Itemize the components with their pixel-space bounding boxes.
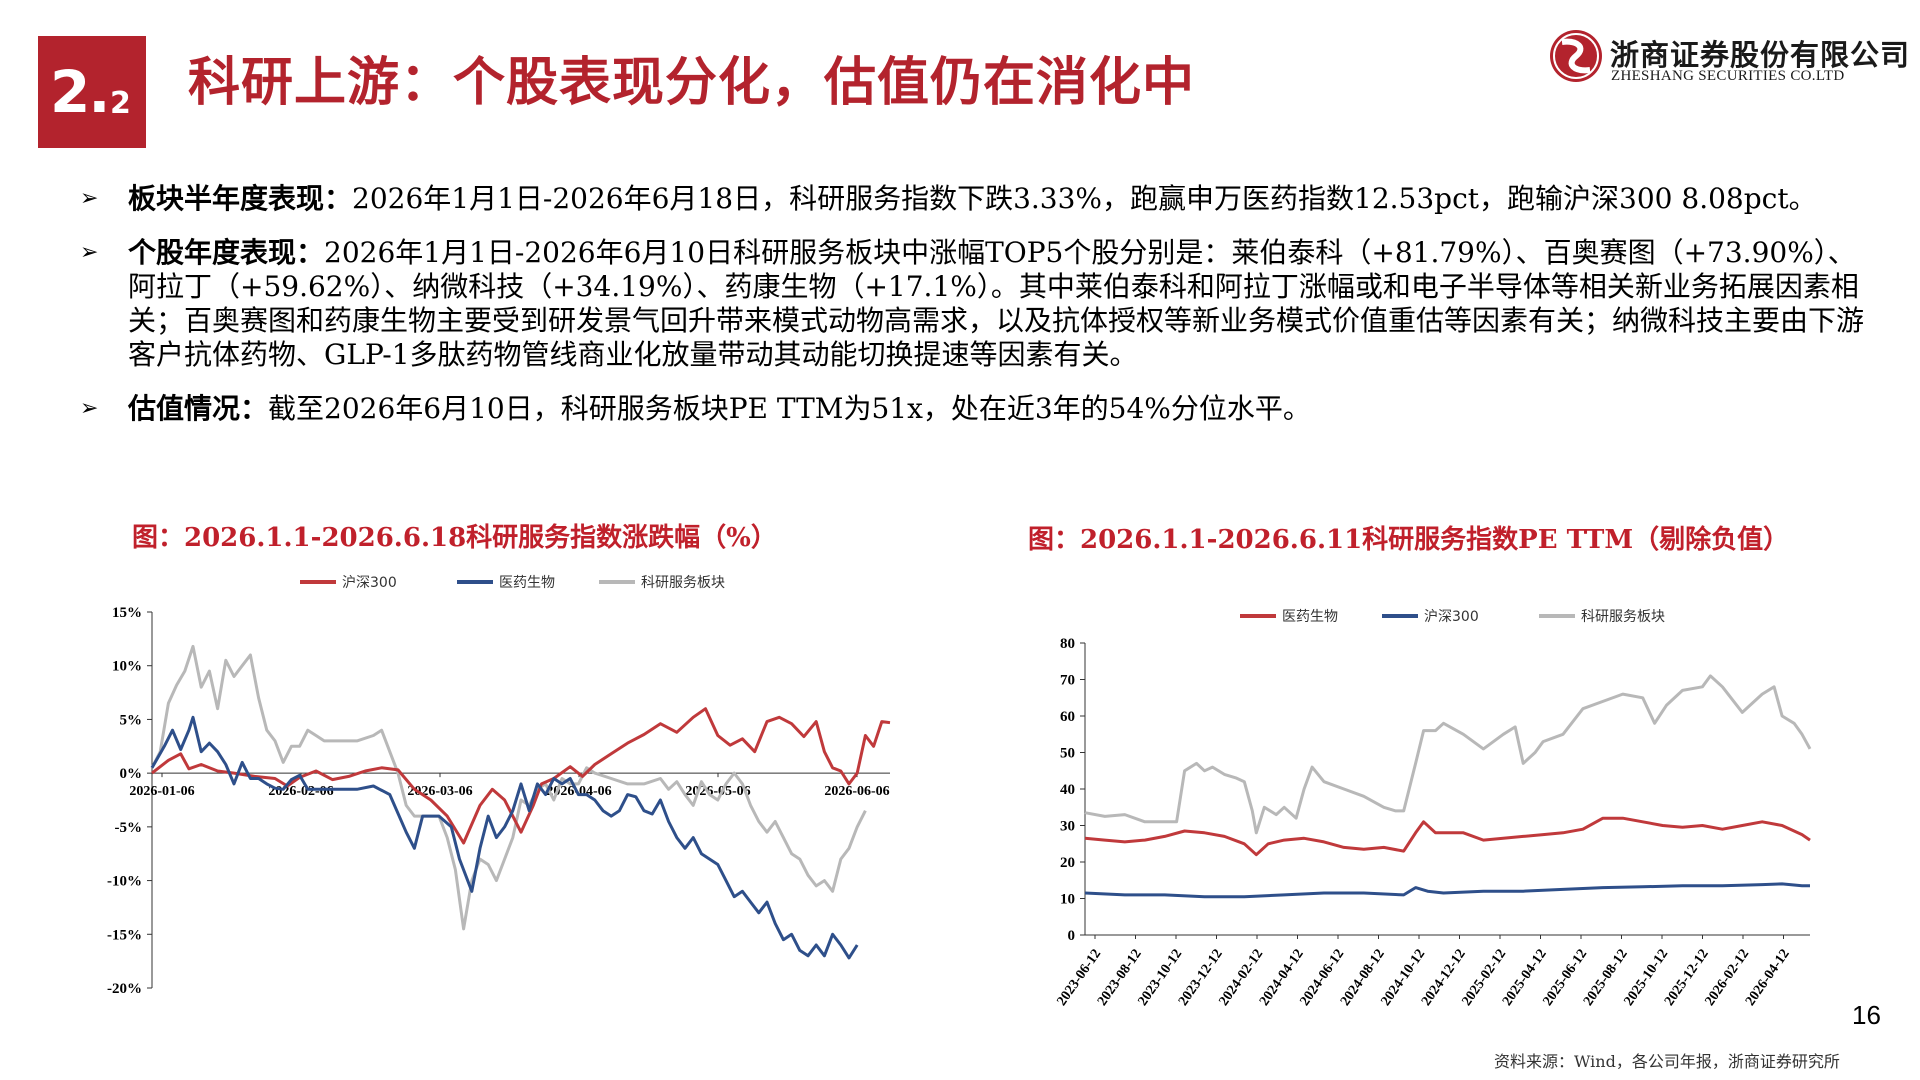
section-badge: 2. 2 — [38, 36, 146, 148]
page-number: 16 — [1852, 1000, 1881, 1030]
series-line-1 — [1084, 882, 1810, 899]
bullet-valuation: ➢ 估值情况：截至2026年6月10日，科研服务板块PE TTM为51x，处在近… — [80, 392, 1880, 426]
series-line-2 — [150, 644, 867, 931]
y-tick-label: 5% — [120, 712, 143, 728]
y-tick-label: 15% — [112, 605, 142, 621]
bullet-stock-performance: ➢ 个股年度表现：2026年1月1日-2026年6月10日科研服务板块中涨幅TO… — [80, 236, 1880, 372]
legend-label-0: 医药生物 — [1282, 609, 1338, 625]
page-title: 科研上游：个股表现分化，估值仍在消化中 — [188, 53, 1196, 113]
y-tick-label: 70 — [1060, 673, 1075, 689]
y-tick-label: 30 — [1060, 819, 1075, 835]
bullet-text: 2026年1月1日-2026年6月10日科研服务板块中涨幅TOP5个股分别是：莱… — [128, 236, 1865, 371]
bullet-label: 板块半年度表现： — [128, 182, 353, 215]
arrow-icon: ➢ — [80, 396, 99, 421]
y-tick-label: 0% — [120, 766, 143, 782]
arrow-icon: ➢ — [80, 240, 99, 265]
company-logo-icon — [1550, 30, 1602, 82]
company-name-cn: 浙商证券股份有限公司 — [1610, 38, 1911, 72]
series-line-0 — [1084, 816, 1811, 857]
legend-label-1: 医药生物 — [499, 575, 555, 591]
series-line-2 — [1084, 674, 1812, 835]
bullet-label: 个股年度表现： — [128, 236, 325, 269]
x-tick-label: 2026-04-06 — [546, 784, 611, 799]
x-tick-label: 2026-01-06 — [129, 784, 194, 799]
bullet-sector-performance: ➢ 板块半年度表现：2026年1月1日-2026年6月18日，科研服务指数下跌3… — [80, 182, 1880, 216]
y-tick-label: -5% — [115, 820, 143, 836]
chart-caption-right: 图：2026.1.1-2026.6.11科研服务指数PE TTM（剔除负值） — [1028, 525, 1790, 555]
y-tick-label: 80 — [1060, 636, 1075, 652]
y-tick-label: -15% — [107, 927, 142, 943]
bullet-text: 截至2026年6月10日，科研服务板块PE TTM为51x，处在近3年的54%分… — [268, 392, 1311, 425]
y-tick-label: 60 — [1060, 709, 1075, 725]
section-minor: 2 — [110, 86, 131, 121]
series-line-1 — [150, 715, 859, 960]
x-tick-label: 2026-06-06 — [824, 784, 889, 799]
y-tick-label: 10 — [1060, 892, 1075, 908]
bullet-text: 2026年1月1日-2026年6月18日，科研服务指数下跌3.33%，跑赢申万医… — [352, 182, 1817, 215]
legend-label-1: 沪深300 — [1424, 609, 1479, 625]
y-tick-label: 50 — [1060, 746, 1075, 762]
y-tick-label: -20% — [107, 981, 142, 997]
arrow-icon: ➢ — [80, 186, 99, 211]
x-tick-label: 2026-02-06 — [268, 784, 333, 799]
bullet-label: 估值情况： — [128, 392, 269, 425]
company-logo: 浙商证券股份有限公司 ZHESHANG SECURITIES CO.LTD — [1548, 28, 1909, 92]
chart-caption-left: 图：2026.1.1-2026.6.18科研服务指数涨跌幅（%） — [132, 523, 777, 553]
pe-ttm-chart: 医药生物 沪深300 科研服务板块807060504030201002023-06-… — [1055, 609, 1812, 1009]
series-line-0 — [151, 707, 891, 845]
y-tick-label: 20 — [1060, 855, 1075, 871]
bullet-list: ➢ 板块半年度表现：2026年1月1日-2026年6月18日，科研服务指数下跌3… — [80, 182, 1880, 446]
legend-label-2: 科研服务板块 — [1581, 609, 1665, 625]
y-tick-label: 10% — [112, 659, 142, 675]
legend-label-2: 科研服务板块 — [641, 575, 725, 591]
y-tick-label: -10% — [107, 874, 142, 890]
y-tick-label: 0 — [1068, 928, 1076, 944]
source-note: 资料来源：Wind，各公司年报，浙商证券研究所 — [1494, 1052, 1840, 1071]
y-tick-label: 40 — [1060, 782, 1075, 798]
section-major: 2. — [50, 58, 110, 126]
index-change-chart: 沪深300 医药生物 科研服务板块 15% 10% 5% 0% -5% -10% -15% -20%… — [107, 575, 891, 997]
legend-label-0: 沪深300 — [342, 575, 397, 591]
x-tick-label: 2026-05-06 — [685, 784, 750, 799]
company-name-en: ZHESHANG SECURITIES CO.LTD — [1611, 68, 1845, 84]
